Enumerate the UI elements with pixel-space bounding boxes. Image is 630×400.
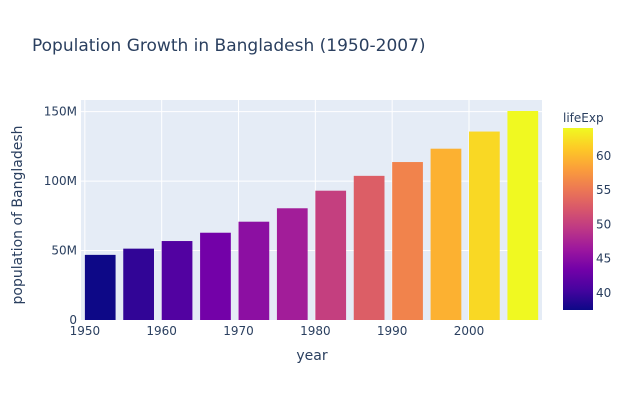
x-tick-label: 2000 [454,324,485,338]
x-tick-label: 1990 [377,324,408,338]
colorbar-tick-label: 45 [596,252,611,266]
colorbar: 40 45 50 55 60 [563,128,611,310]
x-axis-ticks: 1950 1960 1970 1980 1990 2000 [70,324,485,338]
y-axis-ticks: 0 50M 100M 150M [44,105,77,327]
y-axis-label: population of Bangladesh [10,126,26,305]
bar-1957 [123,248,154,320]
y-tick-label: 150M [44,105,77,119]
bar-1972 [238,221,270,320]
x-axis-label: year [296,348,327,364]
bar-2002 [469,131,500,320]
plot-area [81,100,542,320]
x-tick-label: 1960 [146,324,177,338]
bar-1987 [353,175,385,320]
bar-1992 [392,162,423,320]
bars [84,111,539,320]
x-tick-label: 1980 [300,324,331,338]
colorbar-gradient [563,128,593,310]
bar-2007 [507,111,539,320]
colorbar-tick-label: 40 [596,286,611,300]
bar-1952 [84,254,116,320]
bar-1977 [276,208,308,320]
bar-1997 [430,148,462,320]
bar-1967 [200,232,231,320]
y-tick-label: 0 [69,313,77,327]
y-tick-label: 100M [44,174,77,188]
bar-1982 [315,190,347,320]
colorbar-tick-label: 60 [596,149,611,163]
x-tick-label: 1950 [70,324,101,338]
chart-title: Population Growth in Bangladesh (1950-20… [32,36,426,56]
colorbar-tick-label: 50 [596,217,611,231]
colorbar-tick-label: 55 [596,183,611,197]
colorbar-title: lifeExp [563,111,604,125]
bar-1962 [161,241,193,320]
x-tick-label: 1970 [223,324,254,338]
y-tick-label: 50M [51,244,77,258]
